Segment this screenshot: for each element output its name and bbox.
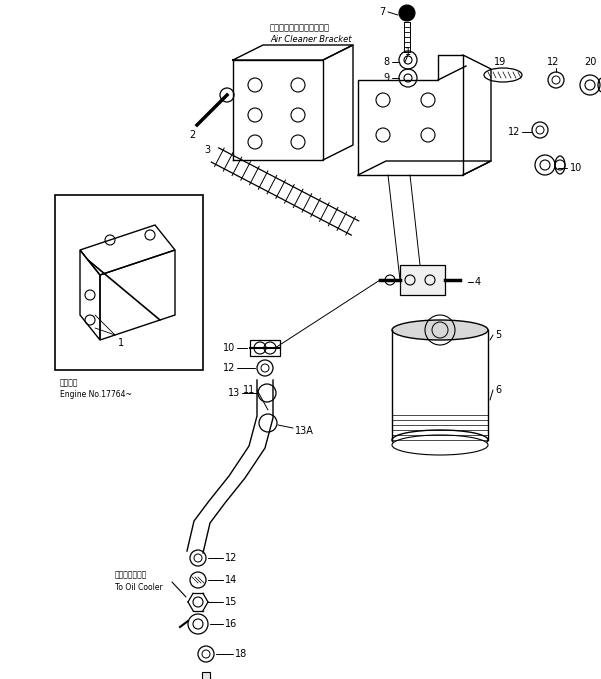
Text: 16: 16 [225,619,237,629]
Text: 4: 4 [475,277,481,287]
Ellipse shape [392,435,488,455]
Text: Air Cleaner Bracket: Air Cleaner Bracket [270,35,352,45]
Text: 適用番号: 適用番号 [60,378,79,387]
Text: 9: 9 [384,73,390,83]
Text: 1: 1 [405,47,411,57]
Bar [55,195,203,370]
Bar [202,672,210,679]
Text: 8: 8 [384,57,390,67]
Ellipse shape [484,68,522,82]
Text: 12: 12 [225,553,237,563]
Text: 6: 6 [495,385,501,395]
Text: 1: 1 [118,338,124,348]
Text: 5: 5 [495,330,501,340]
Ellipse shape [392,430,488,450]
Text: 7: 7 [379,7,385,17]
Text: 11: 11 [243,385,255,395]
Text: 18: 18 [235,649,247,659]
Text: To Oil Cooler: To Oil Cooler [115,583,163,593]
Text: 10: 10 [223,343,235,353]
Ellipse shape [555,156,565,174]
Text: エアークリーナブラケット: エアークリーナブラケット [270,24,330,33]
Ellipse shape [598,78,601,92]
Circle shape [399,5,415,21]
Text: 15: 15 [225,597,237,607]
Text: 19: 19 [494,57,506,67]
Text: 10: 10 [570,163,582,173]
Bar [400,265,445,295]
Text: 14: 14 [225,575,237,585]
Ellipse shape [392,320,488,340]
Text: 2: 2 [189,130,195,140]
Text: 13A: 13A [295,426,314,436]
Text: オイルクーラヘ: オイルクーラヘ [115,570,147,579]
Text: 12: 12 [508,127,520,137]
Text: Engine No.17764~: Engine No.17764~ [60,390,132,399]
Text: 12: 12 [547,57,559,67]
Text: 12: 12 [222,363,235,373]
Text: 3: 3 [204,145,210,155]
Text: 13: 13 [228,388,240,398]
Bar [250,340,280,356]
Text: 20: 20 [584,57,596,67]
